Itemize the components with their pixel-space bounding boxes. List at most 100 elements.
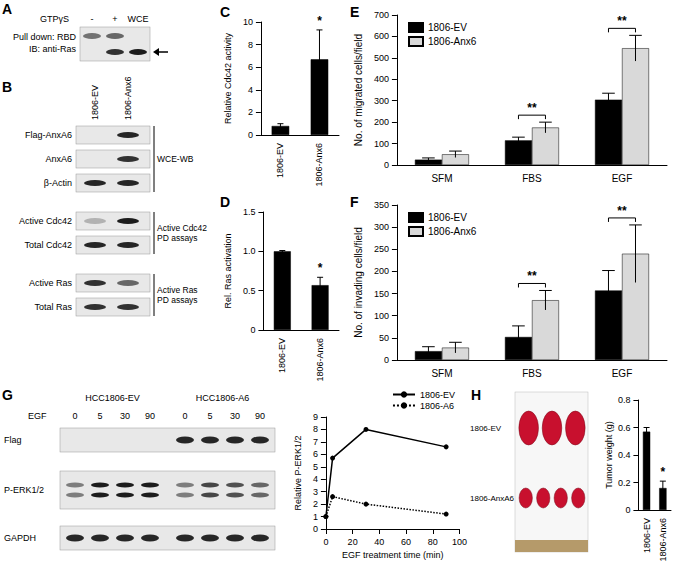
svg-text:WCE: WCE <box>128 14 149 24</box>
svg-text:1806-Anx6: 1806-Anx6 <box>428 226 477 237</box>
svg-text:Relative P-ERK1/2: Relative P-ERK1/2 <box>293 435 303 510</box>
svg-text:FBS: FBS <box>522 173 542 184</box>
svg-text:No. of invading cells/field: No. of invading cells/field <box>353 227 364 338</box>
svg-text:SFM: SFM <box>431 173 452 184</box>
svg-text:90: 90 <box>255 411 265 421</box>
svg-text:1806-Anx6: 1806-Anx6 <box>314 143 324 187</box>
svg-text:0: 0 <box>384 160 389 170</box>
svg-text:1: 1 <box>313 512 318 522</box>
svg-text:4: 4 <box>248 85 253 95</box>
svg-text:HCC1806-A6: HCC1806-A6 <box>196 393 250 403</box>
svg-text:200: 200 <box>374 117 389 127</box>
svg-text:150: 150 <box>374 289 389 299</box>
svg-text:1806-EV: 1806-EV <box>90 85 100 120</box>
svg-text:EGF: EGF <box>612 173 633 184</box>
svg-text:PD assays: PD assays <box>157 295 198 305</box>
svg-text:1806-EV: 1806-EV <box>420 390 455 400</box>
svg-text:2: 2 <box>313 499 318 509</box>
svg-text:300: 300 <box>374 222 389 232</box>
svg-text:1806-Anx6: 1806-Anx6 <box>428 36 477 47</box>
svg-text:C: C <box>220 4 230 20</box>
svg-text:6: 6 <box>248 62 253 72</box>
svg-text:D: D <box>220 194 230 210</box>
svg-text:1806-Anx6: 1806-Anx6 <box>315 338 325 382</box>
svg-text:Active Cdc42: Active Cdc42 <box>19 216 72 226</box>
svg-text:100: 100 <box>374 311 389 321</box>
svg-text:0: 0 <box>248 130 253 140</box>
svg-text:SFM: SFM <box>431 368 452 379</box>
svg-text:1806-EV: 1806-EV <box>642 518 652 553</box>
svg-text:50: 50 <box>379 333 389 343</box>
svg-text:80: 80 <box>428 537 438 547</box>
svg-text:1806-EV: 1806-EV <box>470 424 502 433</box>
svg-text:0: 0 <box>313 524 318 534</box>
svg-text:E: E <box>350 4 359 20</box>
svg-text:0.6: 0.6 <box>618 423 631 433</box>
svg-text:9: 9 <box>313 412 318 422</box>
svg-text:1806-EV: 1806-EV <box>428 212 467 223</box>
svg-text:1806-A6: 1806-A6 <box>420 401 454 411</box>
svg-text:H: H <box>471 387 481 403</box>
svg-text:0: 0 <box>384 355 389 365</box>
svg-text:40: 40 <box>374 537 384 547</box>
svg-text:A: A <box>2 1 12 17</box>
svg-text:*: * <box>317 14 322 28</box>
svg-text:0: 0 <box>182 411 187 421</box>
svg-text:Active Cdc42: Active Cdc42 <box>157 223 207 233</box>
svg-text:+: + <box>112 14 117 24</box>
svg-text:60: 60 <box>401 537 411 547</box>
svg-text:EGF treatment time (min): EGF treatment time (min) <box>342 550 444 560</box>
svg-text:*: * <box>661 465 666 479</box>
svg-text:P-ERK1/2: P-ERK1/2 <box>4 485 44 495</box>
svg-text:**: ** <box>617 204 627 218</box>
svg-text:0.5: 0.5 <box>243 286 256 296</box>
svg-text:0.8: 0.8 <box>618 395 631 405</box>
svg-text:100: 100 <box>374 139 389 149</box>
svg-text:WCE-WB: WCE-WB <box>157 154 194 164</box>
svg-text:4: 4 <box>313 474 318 484</box>
svg-text:*: * <box>318 261 323 275</box>
svg-text:0.2: 0.2 <box>618 478 631 488</box>
svg-text:β-Actin: β-Actin <box>44 178 72 188</box>
svg-text:1806-EV: 1806-EV <box>428 22 467 33</box>
svg-text:Rel. Ras activation: Rel. Ras activation <box>223 233 233 308</box>
svg-text:**: ** <box>527 269 537 283</box>
svg-text:500: 500 <box>374 53 389 63</box>
svg-text:Relative Cdc42 activity: Relative Cdc42 activity <box>223 32 233 124</box>
svg-text:No. of migrated cells/field: No. of migrated cells/field <box>353 34 364 146</box>
svg-text:**: ** <box>527 101 537 115</box>
svg-text:F: F <box>350 194 359 210</box>
svg-text:0: 0 <box>323 537 328 547</box>
svg-text:0: 0 <box>72 411 77 421</box>
svg-text:0: 0 <box>250 325 255 335</box>
svg-text:7: 7 <box>313 437 318 447</box>
svg-text:6: 6 <box>313 449 318 459</box>
svg-text:IB: anti-Ras: IB: anti-Ras <box>29 44 77 54</box>
svg-text:3: 3 <box>313 487 318 497</box>
svg-text:Tumor weight (g): Tumor weight (g) <box>604 421 614 489</box>
svg-text:1806-Anx6: 1806-Anx6 <box>123 76 133 120</box>
svg-text:30: 30 <box>120 411 130 421</box>
svg-text:HCC1806-EV: HCC1806-EV <box>85 393 140 403</box>
svg-text:5: 5 <box>97 411 102 421</box>
svg-text:B: B <box>2 79 12 95</box>
svg-text:90: 90 <box>145 411 155 421</box>
svg-text:EGF: EGF <box>28 411 47 421</box>
svg-text:20: 20 <box>348 537 358 547</box>
svg-text:1806-EV: 1806-EV <box>275 143 285 178</box>
svg-text:Active Ras: Active Ras <box>29 278 73 288</box>
svg-text:250: 250 <box>374 244 389 254</box>
svg-text:0.4: 0.4 <box>618 450 631 460</box>
svg-text:Active Ras: Active Ras <box>157 285 198 295</box>
svg-text:2: 2 <box>248 107 253 117</box>
svg-text:400: 400 <box>374 74 389 84</box>
svg-text:200: 200 <box>374 266 389 276</box>
svg-text:GTPγS: GTPγS <box>40 14 69 24</box>
svg-text:5: 5 <box>313 462 318 472</box>
svg-text:10: 10 <box>243 17 253 27</box>
svg-text:350: 350 <box>374 200 389 210</box>
svg-text:1.0: 1.0 <box>243 246 256 256</box>
svg-text:Pull down: RBD: Pull down: RBD <box>13 32 77 42</box>
svg-text:FBS: FBS <box>522 368 542 379</box>
svg-text:1806-Anx6: 1806-Anx6 <box>658 518 668 562</box>
